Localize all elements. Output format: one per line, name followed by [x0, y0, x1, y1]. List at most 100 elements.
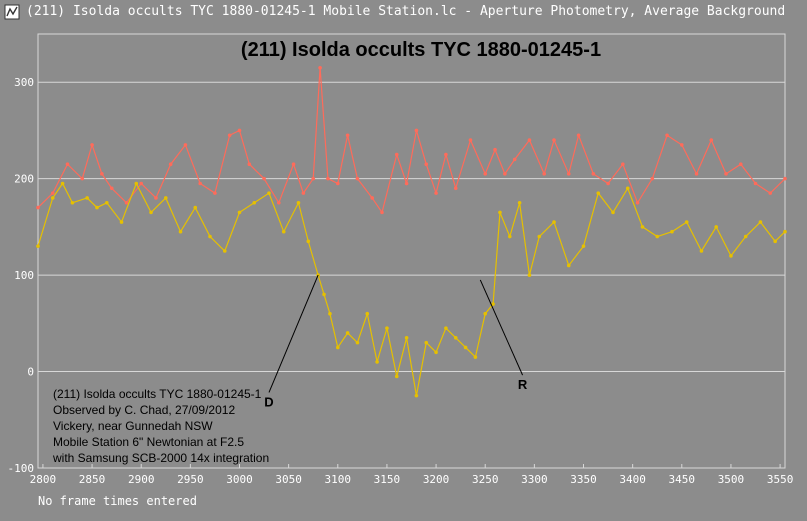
target-data-point	[375, 360, 379, 364]
target-data-point	[463, 345, 468, 350]
annotation-label-d: D	[264, 394, 273, 409]
comparison-data-point	[483, 172, 488, 176]
comparison-data-point	[213, 191, 217, 195]
comparison-data-point	[345, 133, 350, 138]
window-titlebar: (211) Isolda occults TYC 1880-01245-1 Mo…	[0, 0, 807, 24]
target-data-point	[773, 239, 777, 244]
target-data-point	[414, 393, 419, 398]
comparison-series-line	[37, 67, 786, 214]
comparison-data-point	[291, 162, 296, 166]
comparison-data-point	[768, 191, 773, 195]
target-data-point	[85, 196, 89, 200]
comparison-data-point	[552, 138, 556, 142]
target-data-point	[345, 331, 350, 335]
target-data-point	[306, 239, 311, 244]
target-data-point	[498, 210, 502, 215]
target-data-point	[335, 345, 340, 350]
target-data-point	[208, 234, 212, 239]
target-data-point	[281, 229, 286, 234]
comparison-data-point	[753, 181, 758, 186]
comparison-data-point	[50, 191, 55, 195]
target-data-point	[507, 234, 512, 239]
target-data-point	[267, 191, 271, 195]
target-data-point	[424, 340, 429, 345]
comparison-data-point	[90, 143, 94, 147]
y-tick-label: 100	[14, 269, 34, 282]
x-tick-label: 3050	[275, 473, 302, 486]
target-data-point	[527, 273, 532, 277]
comparison-data-point	[424, 162, 429, 166]
target-data-point	[517, 200, 522, 205]
target-data-point	[640, 225, 645, 229]
observation-info-line: with Samsung SCB-2000 14x integration	[52, 451, 269, 465]
comparison-data-point	[512, 157, 517, 162]
x-tick-label: 3400	[619, 473, 646, 486]
target-data-point	[596, 191, 601, 195]
comparison-data-point	[434, 191, 438, 195]
comparison-data-point	[198, 181, 202, 186]
comparison-data-point	[453, 186, 458, 191]
target-data-point	[355, 340, 360, 345]
y-tick-label: -100	[8, 462, 35, 475]
comparison-data-point	[262, 176, 266, 181]
target-data-point	[537, 234, 542, 239]
lightcurve-app-icon	[4, 4, 20, 20]
target-data-point	[611, 210, 615, 215]
annotation-pointer-d	[268, 274, 319, 393]
comparison-data-point	[665, 133, 669, 138]
comparison-data-point	[566, 172, 571, 176]
target-data-point	[581, 244, 586, 248]
comparison-data-point	[301, 191, 306, 195]
target-data-point	[178, 229, 183, 234]
x-tick-label: 3150	[374, 473, 401, 486]
comparison-data-point	[380, 210, 384, 215]
comparison-data-point	[493, 147, 497, 152]
target-data-point	[365, 311, 370, 316]
y-tick-label: 0	[27, 366, 34, 379]
comparison-data-point	[154, 196, 158, 200]
comparison-data-point	[694, 172, 699, 176]
lightcurve-chart: -100 0 100 200 300 2800 2850 2900 2950 3000 3050 31…	[8, 33, 793, 486]
target-data-point	[252, 200, 257, 205]
target-data-point	[119, 220, 124, 224]
lightcurve-plot-area[interactable]: -100 0 100 200 300 2800 2850 2900 2950 3000 3050 31…	[0, 24, 807, 521]
observation-info-line: Mobile Station 6" Newtonian at F2.5	[53, 435, 244, 449]
comparison-data-point	[404, 181, 409, 186]
target-data-point	[699, 249, 704, 253]
comparison-data-point	[139, 181, 144, 186]
target-data-point	[491, 302, 495, 306]
comparison-data-point	[65, 162, 70, 166]
comparison-data-point	[591, 172, 596, 176]
comparison-data-point	[237, 128, 242, 133]
comparison-data-point	[635, 200, 640, 205]
comparison-data-point	[326, 176, 330, 181]
observation-info-line: (211) Isolda occults TYC 1880-01245-1	[53, 387, 262, 401]
comparison-data-point	[36, 205, 40, 210]
comparison-data-point	[335, 181, 340, 186]
target-data-point	[758, 220, 763, 224]
target-data-point	[552, 220, 556, 224]
target-data-point	[328, 311, 332, 316]
comparison-data-point	[355, 176, 360, 181]
target-data-point	[163, 196, 168, 200]
target-data-point	[783, 229, 787, 234]
comparison-data-point	[370, 196, 374, 200]
window-title: (211) Isolda occults TYC 1880-01245-1 Mo…	[26, 4, 786, 19]
target-data-point	[655, 234, 660, 239]
comparison-data-point	[724, 172, 728, 176]
comparison-data-point	[738, 162, 743, 166]
x-tick-label: 2800	[30, 473, 57, 486]
x-tick-label: 3250	[472, 473, 499, 486]
target-data-point	[743, 234, 748, 239]
comparison-data-point	[468, 138, 473, 142]
target-data-point	[404, 336, 409, 340]
y-tick-label: 200	[14, 173, 34, 186]
observation-info-line: Vickery, near Gunnedah NSW	[53, 419, 213, 433]
x-tick-label: 3200	[423, 473, 450, 486]
observation-info-line: Observed by C. Chad, 27/09/2012	[53, 403, 235, 417]
target-data-point	[222, 249, 227, 253]
comparison-data-point	[124, 200, 129, 205]
x-tick-label: 2900	[128, 473, 155, 486]
comparison-data-point	[311, 176, 316, 181]
comparison-data-point	[527, 138, 532, 142]
